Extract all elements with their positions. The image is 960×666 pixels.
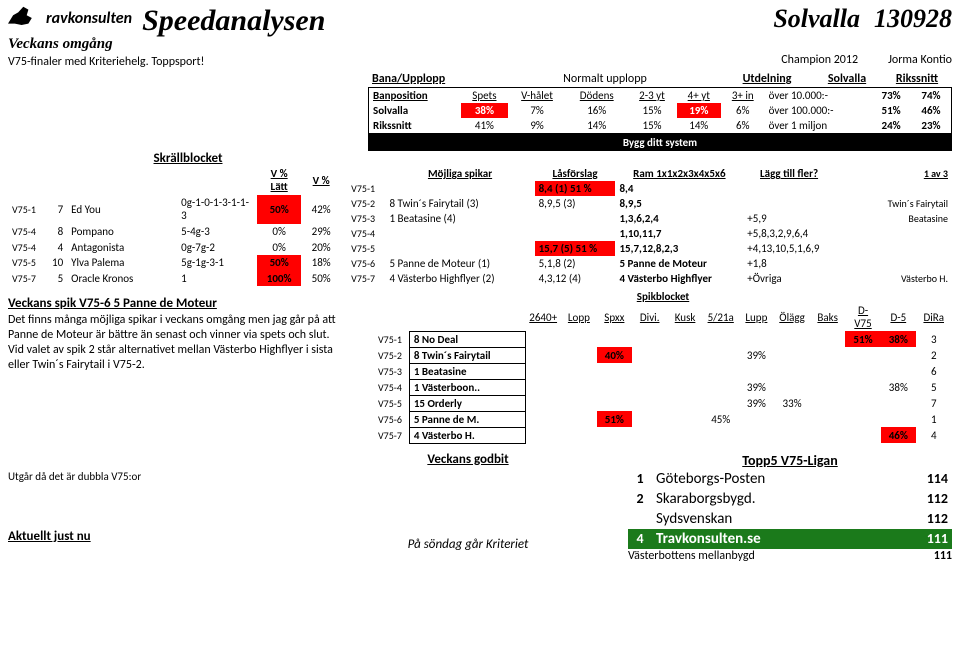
bana-table: Bana/Upplopp Normalt upplopp Utdelning S… [368,71,952,87]
skrall-table: V % Lätt V % V75-17Ed You0g-1-0-1-3-1-1-… [8,166,341,286]
bds-banner: Bygg ditt system [368,134,952,151]
spik-row: V75-74 Västerbo H.46%4 [374,427,952,443]
spik-title: Veckans spik V75-6 5 Panne de Moteur [8,296,368,311]
moj-row: V75-18,4 (1) 51 %8,4 [347,181,952,196]
utgar-text: Utgår då det är dubbla V75:or [8,470,308,483]
pct-23: 23% [911,118,952,134]
col-dodens: Dödens [566,88,627,104]
bana-label: Bana/Upplopp [368,71,488,87]
date: 130928 [874,4,952,34]
skrall-col-v: V % [301,166,341,195]
champion-label: Champion 2012 [781,53,858,71]
spikblocket-table: 2640+ Lopp Spxx Divi. Kusk 5/21a Lupp Öl… [374,303,952,444]
bottom-section: Utgår då det är dubbla V75:or Aktuellt j… [8,452,952,563]
col-4yt: 4+ yt [677,88,721,104]
banpos-label: Banposition [369,88,461,104]
moj-row: V75-65 Panne de Moteur (1)5,1,8 (2)5 Pan… [347,256,952,271]
kriteriet-text: På söndag går Kriteriet [308,537,628,552]
spik-row: V75-515 Orderly39%33%7 [374,395,952,411]
topp5-foot-pts: 111 [934,549,952,563]
spik-row: V75-65 Panne de M.51%45%1 [374,411,952,427]
over1m: över 1 miljon [765,118,872,134]
pct-24: 24% [871,118,911,134]
moj-col-ram: Ram 1x1x2x3x4x5x6 [615,166,743,181]
subheader-1: Veckans omgång [8,36,952,53]
rikssnitt-col: Rikssnitt [882,71,952,87]
moj-col-1av3: 1 av 3 [835,166,952,181]
spik-row: V75-41 Västerboon..39%38%5 [374,379,952,395]
champion-row: Champion 2012 Jorma Kontio [781,53,952,71]
horse-icon [8,4,42,32]
page: ravkonsulten Speedanalysen Solvalla 1309… [0,0,960,567]
skrall-row: V75-510Ylva Palema5g-1g-3-150%18% [8,255,341,271]
topp5-row: Sydsvenskan112 [628,509,952,529]
topp5-title: Topp5 V75-Ligan [628,452,952,469]
subheader-2: V75-finaler med Kriteriehelg. Toppsport! [8,55,204,69]
aktuellt-title: Aktuellt just nu [8,529,308,544]
pct-74: 74% [911,88,952,104]
pct-51: 51% [871,103,911,118]
champion-name: Jorma Kontio [888,53,952,71]
moj-col-spikar: Möjliga spikar [385,166,534,181]
banpos-row-rikssnitt: Rikssnitt 41% 9% 14% 15% 14% 6% över 1 m… [369,118,952,134]
banpos-row-solvalla: Solvalla 38% 7% 16% 15% 19% 6% över 100.… [369,103,952,118]
over100k: över 100.000:- [765,103,872,118]
utdelning-label: Utdelning [722,71,812,87]
skrall-title: Skrällblocket [8,151,368,166]
topp5-row: 2Skaraborgsbygd.112 [628,489,952,509]
pct-46: 46% [911,103,952,118]
bana-value: Normalt upplopp [488,71,722,87]
topp5-table: 1Göteborgs-Posten1142Skaraborgsbygd.112S… [628,469,952,549]
mojliga-table: Möjliga spikar Låsförslag Ram 1x1x2x3x4x… [347,166,952,286]
skrall-col-vlatt: V % Lätt [257,166,301,195]
moj-row: V75-74 Västerbo Highflyer (2)4,3,12 (4)4… [347,271,952,286]
skrall-row: V75-48Pompano5-4g-30%29% [8,224,341,240]
spik-paragraph: Det finns många möjliga spikar i veckans… [8,313,348,373]
pct-73: 73% [871,88,911,104]
topp5-row: 4Travkonsulten.se111 [628,529,952,549]
col-3in: 3+ in [721,88,765,104]
over10k: över 10.000:- [765,88,872,104]
track-name: Solvalla [773,4,860,34]
col-spets: Spets [461,88,508,104]
header: ravkonsulten Speedanalysen Solvalla 1309… [8,4,952,38]
spik-row: V75-18 No Deal51%38%3 [374,331,952,347]
godbit-title: Veckans godbit [308,452,628,467]
moj-col-fler: Lägg till fler? [743,166,835,181]
moj-row: V75-41,10,11,7+5,8,3,2,9,6,4 [347,226,952,241]
moj-row: V75-31 Beatasine (4)1,3,6,2,4+5,9Beatasi… [347,211,952,226]
main-two-col: Skrällblocket [8,151,952,166]
spik-row: V75-28 Twin´s Fairytail40%39%2 [374,347,952,363]
banposition-table: Banposition Spets V-hålet Dödens 2-3 yt … [368,87,952,134]
moj-row: V75-515,7 (5) 51 %15,7,12,8,2,3+4,13,10,… [347,241,952,256]
moj-col-las: Låsförslag [535,166,616,181]
topp5-row: 1Göteborgs-Posten114 [628,469,952,489]
col-23yt: 2-3 yt [627,88,676,104]
spikblocket-title: Spikblocket [374,290,952,303]
logo: ravkonsulten [8,4,132,32]
solvalla-col: Solvalla [812,71,882,87]
skrall-row: V75-44Antagonista0g-7g-20%20% [8,239,341,255]
col-vhalet: V-hålet [508,88,566,104]
page-title: Speedanalysen [142,4,325,38]
skrall-row: V75-17Ed You0g-1-0-1-3-1-1-350%42% [8,195,341,224]
skrall-row: V75-75Oracle Kronos1100%50% [8,270,341,286]
brand: ravkonsulten [46,9,132,28]
moj-row: V75-28 Twin´s Fairytail (3)8,9,5 (3)8,9,… [347,196,952,211]
spik-row: V75-31 Beatasine6 [374,363,952,379]
topp5-foot-name: Västerbottens mellanbygd [628,549,755,563]
